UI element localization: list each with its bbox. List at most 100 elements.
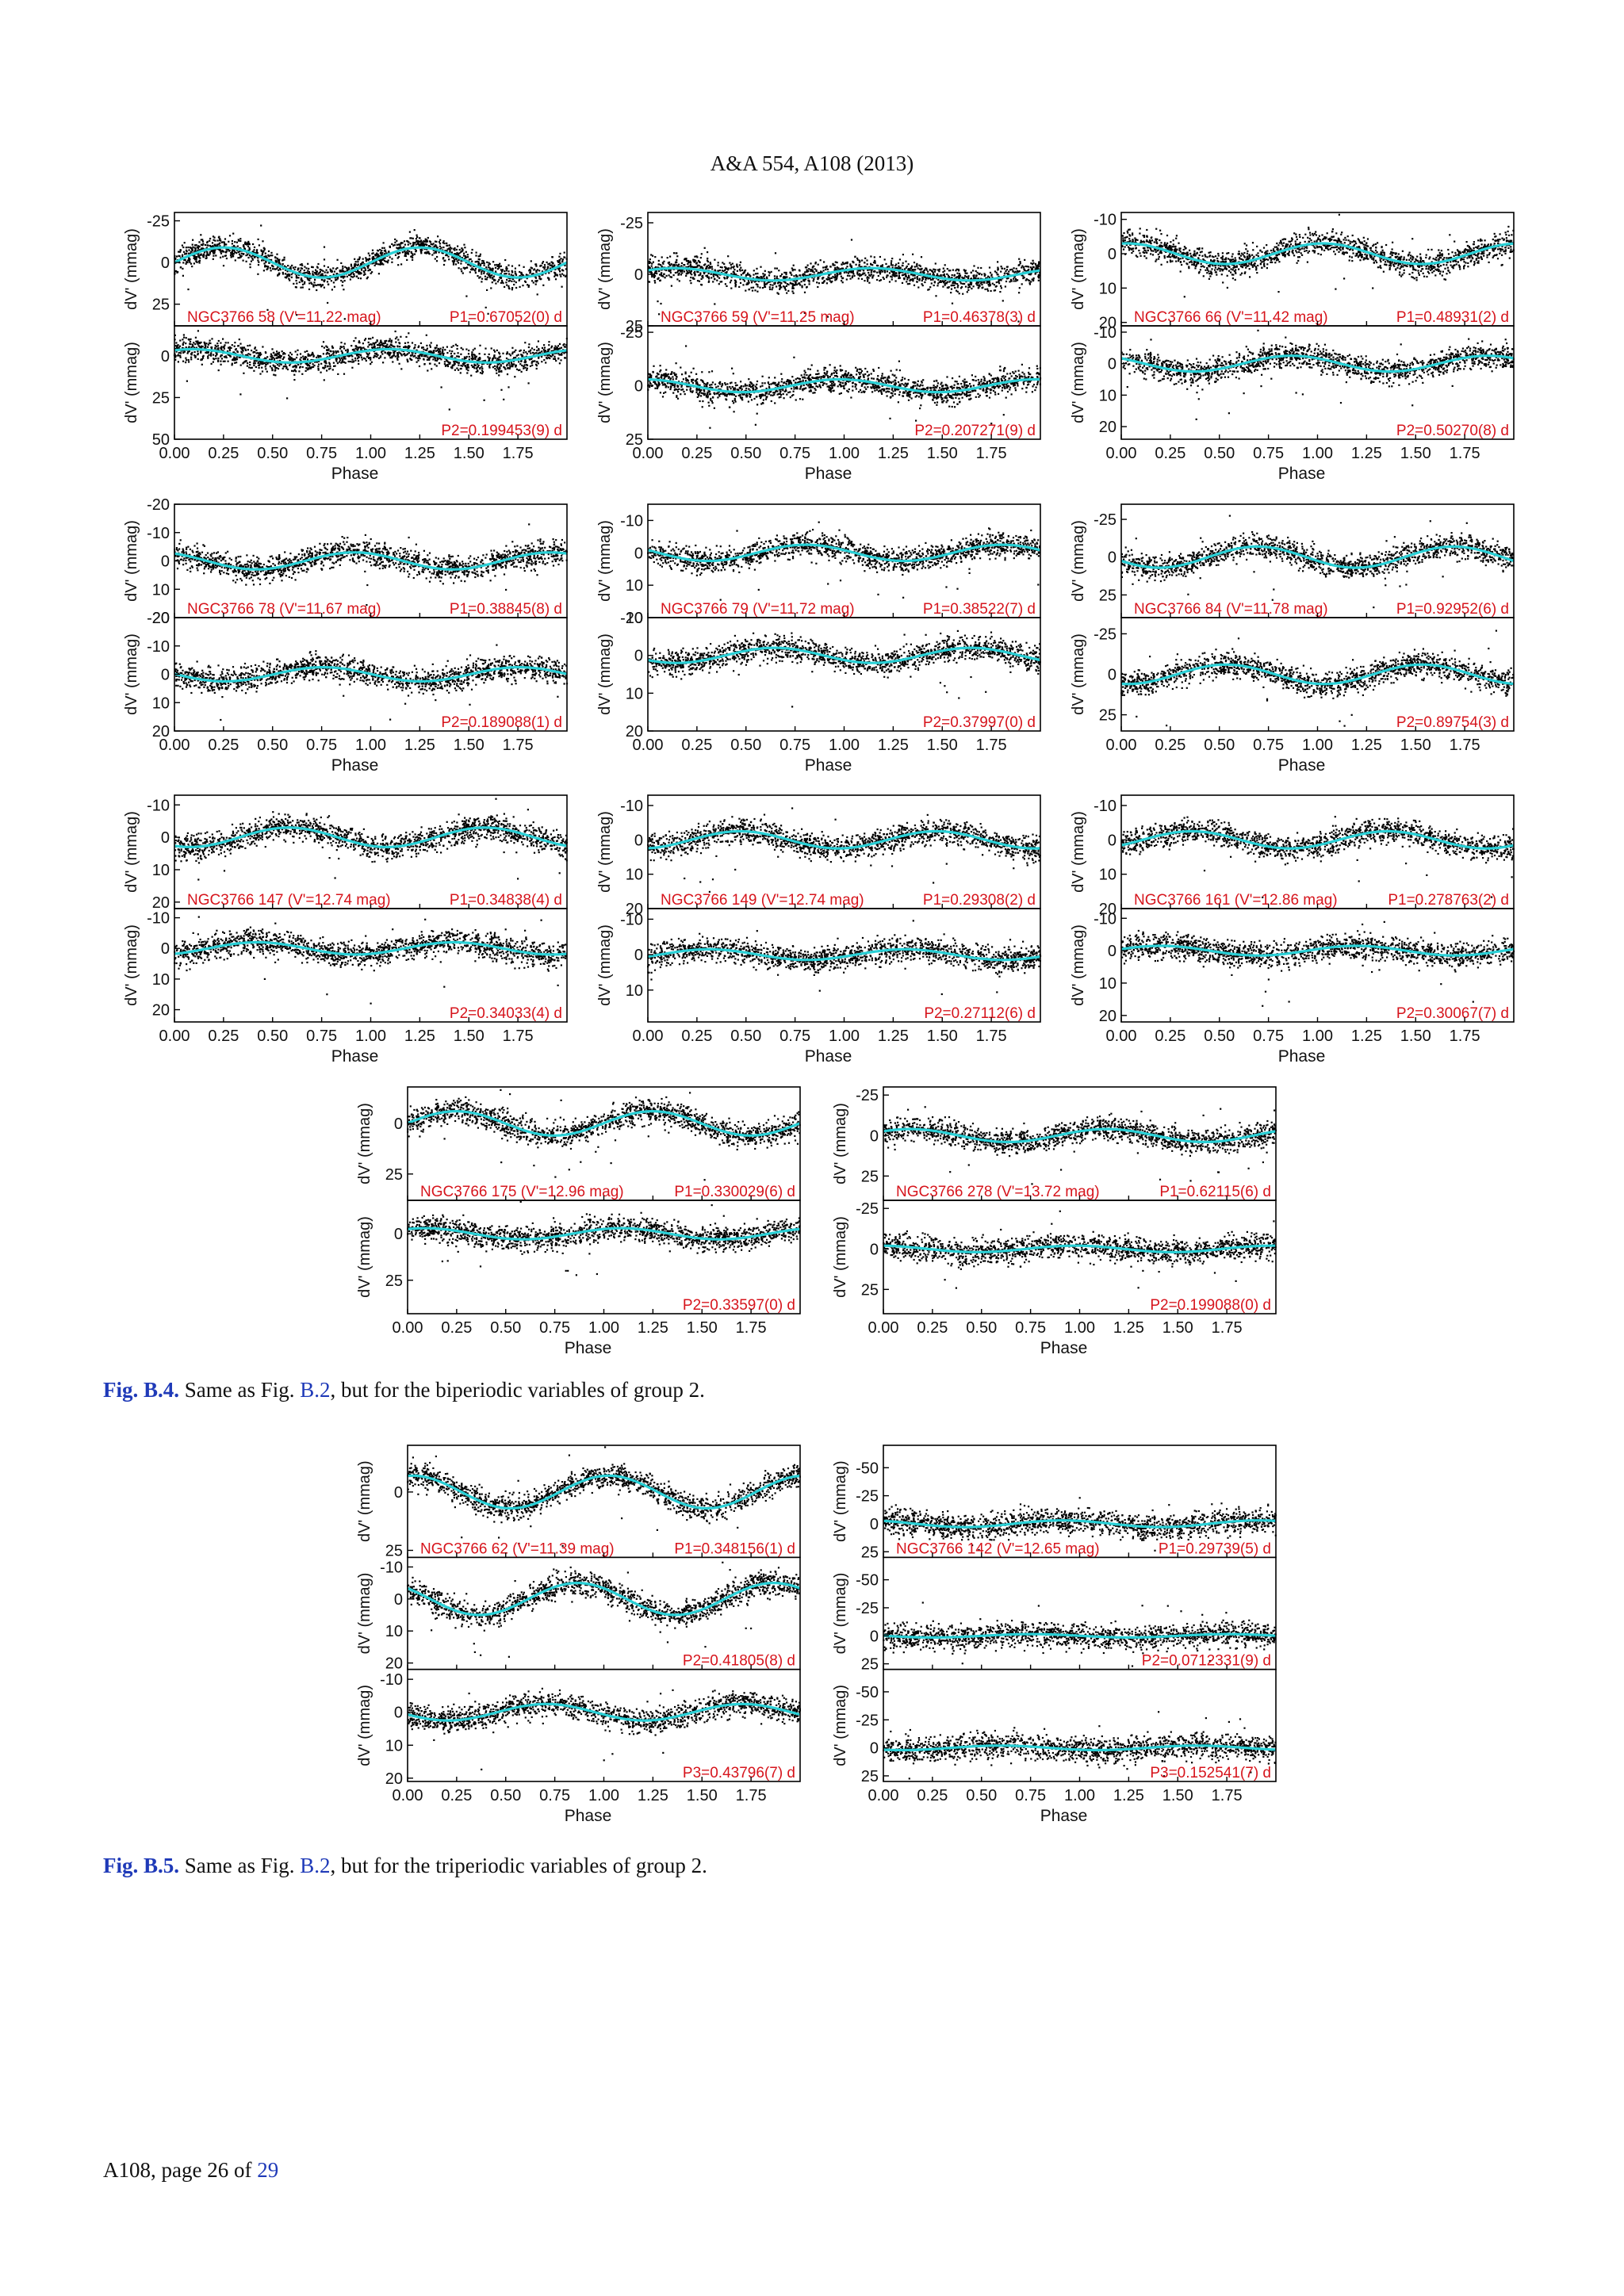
data-point (998, 282, 1001, 285)
data-point (200, 341, 202, 343)
data-point (768, 288, 772, 290)
data-point (179, 356, 182, 358)
data-point (410, 237, 412, 239)
data-point (374, 254, 377, 256)
data-point (550, 270, 553, 273)
data-point (989, 271, 992, 274)
data-point (510, 365, 512, 367)
data-point (891, 260, 893, 262)
data-point (547, 263, 550, 266)
data-point (293, 369, 296, 372)
data-point (294, 364, 297, 367)
data-point (225, 257, 228, 260)
data-point (488, 365, 491, 368)
data-point (972, 270, 975, 272)
data-point (776, 267, 778, 270)
data-point (773, 283, 776, 285)
data-point (458, 258, 460, 262)
data-point (955, 270, 957, 272)
data-point (1025, 270, 1028, 273)
data-point (707, 257, 709, 260)
data-point (224, 238, 227, 240)
data-point (730, 273, 733, 275)
data-point (685, 258, 688, 260)
data-point (430, 350, 432, 353)
data-point (922, 270, 925, 273)
data-point (702, 277, 704, 279)
data-point (486, 289, 488, 291)
data-point (339, 359, 342, 362)
data-point (274, 366, 277, 369)
data-point (910, 266, 913, 269)
data-point (434, 258, 436, 260)
data-point (404, 254, 407, 258)
data-point (665, 274, 668, 277)
data-point (676, 397, 680, 400)
data-point (1028, 273, 1030, 276)
data-point (264, 264, 266, 267)
data-point (673, 264, 676, 266)
data-point (442, 263, 446, 266)
data-point (651, 274, 653, 277)
data-point (332, 281, 335, 284)
data-point (807, 270, 810, 272)
data-point (429, 352, 431, 354)
data-point (460, 268, 462, 270)
data-point (350, 267, 353, 270)
data-point (290, 354, 293, 356)
data-point (292, 359, 294, 362)
data-point (1001, 267, 1003, 270)
data-point (216, 345, 220, 347)
data-point (249, 361, 251, 363)
data-point (506, 373, 509, 376)
data-point (324, 360, 327, 362)
data-point (691, 274, 693, 276)
data-point (282, 271, 284, 274)
data-point (834, 277, 837, 279)
data-point (274, 369, 277, 371)
data-point (385, 345, 388, 347)
data-point (925, 269, 928, 271)
data-point (419, 358, 421, 360)
data-point (806, 270, 808, 273)
data-point (905, 260, 907, 262)
data-point (193, 249, 197, 252)
data-point (751, 281, 753, 284)
data-point (501, 270, 504, 272)
data-point (267, 362, 270, 364)
data-point (323, 258, 326, 261)
data-point (779, 281, 781, 284)
data-point (975, 277, 977, 280)
data-point (796, 279, 799, 282)
data-point (931, 270, 933, 272)
data-point (959, 282, 962, 285)
data-point (938, 268, 941, 270)
data-point (734, 284, 737, 286)
data-point (415, 243, 417, 246)
data-point (825, 266, 828, 269)
data-point (200, 248, 202, 251)
data-point (962, 293, 964, 295)
data-point (543, 268, 546, 270)
data-point (1005, 270, 1007, 272)
data-point (279, 362, 282, 365)
data-point (699, 274, 702, 276)
data-point (445, 364, 447, 366)
data-point (707, 264, 710, 266)
data-point (786, 283, 789, 285)
data-point (806, 274, 809, 277)
data-point (262, 362, 265, 365)
data-point (985, 277, 987, 280)
data-point (365, 338, 367, 340)
data-point (320, 371, 322, 373)
data-point (307, 353, 309, 355)
data-point (236, 350, 239, 353)
data-point (312, 355, 315, 358)
data-point (225, 247, 228, 250)
data-point (279, 355, 282, 358)
data-point (409, 237, 412, 239)
data-point (817, 271, 820, 274)
data-point (511, 287, 514, 289)
data-point (909, 280, 911, 282)
data-point (872, 262, 875, 264)
